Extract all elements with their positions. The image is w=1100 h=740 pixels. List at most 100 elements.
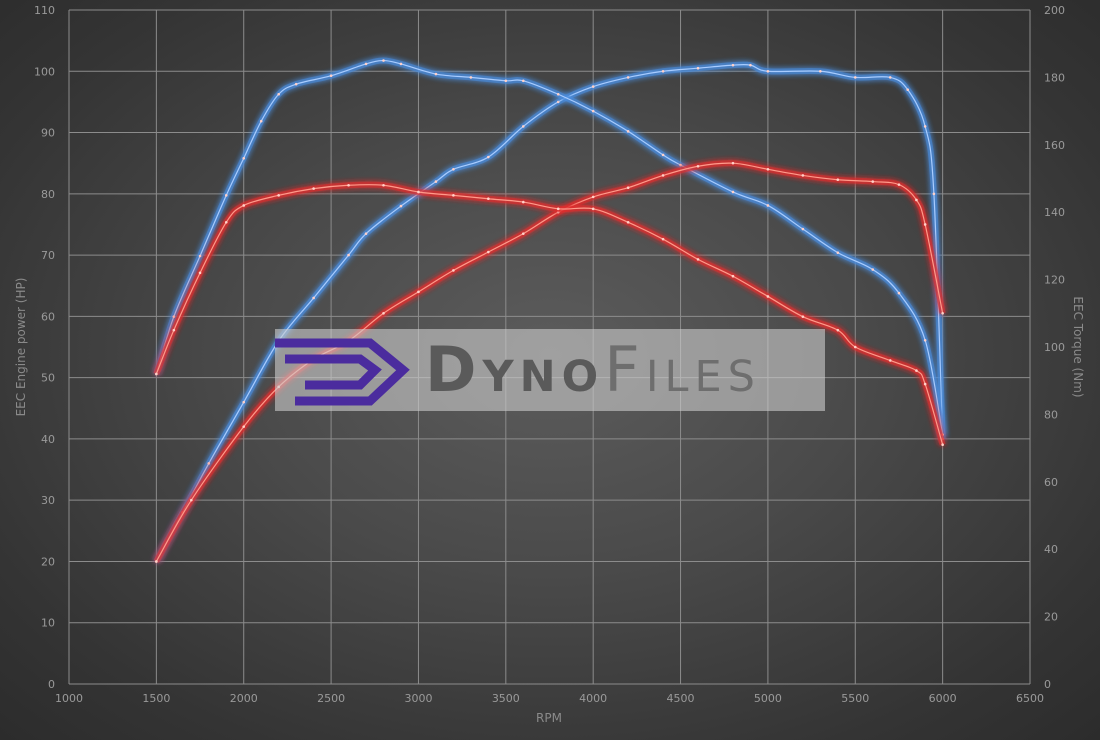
data-point: [766, 69, 770, 73]
data-point: [172, 328, 176, 332]
data-point: [766, 204, 770, 207]
data-point: [556, 100, 560, 104]
data-point: [452, 168, 455, 171]
data-point: [312, 187, 315, 190]
data-point: [259, 119, 263, 123]
data-point: [923, 125, 927, 128]
x-tick-label: 2500: [317, 692, 345, 705]
series-line: [155, 63, 944, 562]
y2-tick-label: 140: [1044, 206, 1065, 219]
data-point: [382, 183, 385, 187]
y-tick-label: 90: [41, 127, 55, 140]
y-tick-label: 0: [48, 678, 55, 691]
y2-tick-label: 80: [1044, 408, 1058, 421]
y2-tick-label: 60: [1044, 476, 1058, 489]
data-point: [434, 72, 438, 76]
data-point: [504, 79, 508, 83]
data-point: [242, 400, 246, 404]
x-tick-label: 6500: [1016, 692, 1044, 705]
y-tick-label: 20: [41, 555, 55, 568]
data-point: [172, 315, 176, 318]
y-tick-label: 10: [41, 617, 55, 630]
data-point: [941, 443, 944, 447]
data-point: [469, 76, 473, 79]
data-point: [364, 62, 368, 66]
data-point: [521, 79, 525, 83]
y2-tick-label: 120: [1044, 274, 1065, 287]
data-point: [556, 92, 560, 96]
data-point: [888, 359, 892, 362]
data-point: [242, 156, 246, 160]
data-point: [626, 76, 630, 79]
y-tick-label: 110: [34, 4, 55, 17]
y-tick-label: 30: [41, 494, 55, 507]
data-point: [224, 194, 228, 197]
data-point: [626, 130, 630, 133]
y2-tick-label: 200: [1044, 4, 1065, 17]
data-point: [915, 198, 918, 202]
data-point: [626, 186, 630, 189]
data-point: [198, 254, 202, 258]
data-point: [853, 345, 857, 349]
data-point: [819, 69, 822, 73]
data-point: [242, 204, 246, 207]
x-tick-label: 4500: [667, 692, 695, 705]
data-point: [941, 312, 944, 315]
y2-tick-label: 180: [1044, 71, 1065, 84]
x-tick-label: 3500: [492, 692, 520, 705]
data-point: [487, 197, 490, 201]
data-point: [347, 183, 350, 187]
data-point: [801, 227, 805, 231]
data-point: [696, 66, 700, 70]
data-point: [487, 155, 490, 159]
data-point: [749, 63, 752, 67]
data-point: [766, 168, 770, 171]
series-line-glow: [153, 61, 946, 563]
data-point: [679, 163, 682, 167]
data-point: [521, 200, 525, 204]
watermark-text: DynoFiles: [425, 335, 761, 405]
data-point: [661, 69, 665, 73]
x-tick-label: 4000: [579, 692, 607, 705]
data-point: [801, 174, 805, 177]
data-point: [382, 312, 385, 315]
y2-tick-label: 160: [1044, 139, 1065, 152]
data-point: [731, 190, 735, 194]
data-point: [347, 253, 350, 257]
y-tick-label: 80: [41, 188, 55, 201]
data-point: [399, 62, 403, 66]
data-point: [801, 315, 805, 318]
data-point: [661, 237, 665, 241]
y2-axis-label: EEC Torque (Nm): [1071, 296, 1085, 397]
watermark-text-files: Files: [604, 333, 761, 406]
data-point: [836, 251, 840, 254]
data-point: [312, 296, 315, 300]
y-axis-label: EEC Engine power (HP): [14, 278, 28, 417]
data-point: [452, 269, 455, 272]
data-point: [661, 153, 665, 157]
data-point: [224, 221, 228, 224]
data-point: [591, 195, 595, 199]
data-point: [696, 164, 700, 168]
data-point: [417, 290, 420, 294]
data-point: [591, 109, 595, 113]
series-4: [153, 181, 946, 447]
data-point: [888, 76, 892, 79]
dynofiles-logo-icon: [275, 338, 410, 406]
data-point: [591, 207, 595, 211]
x-tick-label: 2000: [230, 692, 258, 705]
data-point: [853, 76, 857, 79]
data-point: [871, 180, 875, 183]
data-point: [871, 268, 875, 271]
y-tick-label: 50: [41, 372, 55, 385]
series-1: [153, 61, 946, 563]
x-tick-label: 3000: [404, 692, 432, 705]
data-point: [452, 194, 455, 197]
data-point: [417, 190, 420, 194]
data-point: [696, 258, 700, 261]
data-point: [766, 295, 770, 298]
y-tick-label: 100: [34, 65, 55, 78]
series-2: [153, 57, 946, 436]
